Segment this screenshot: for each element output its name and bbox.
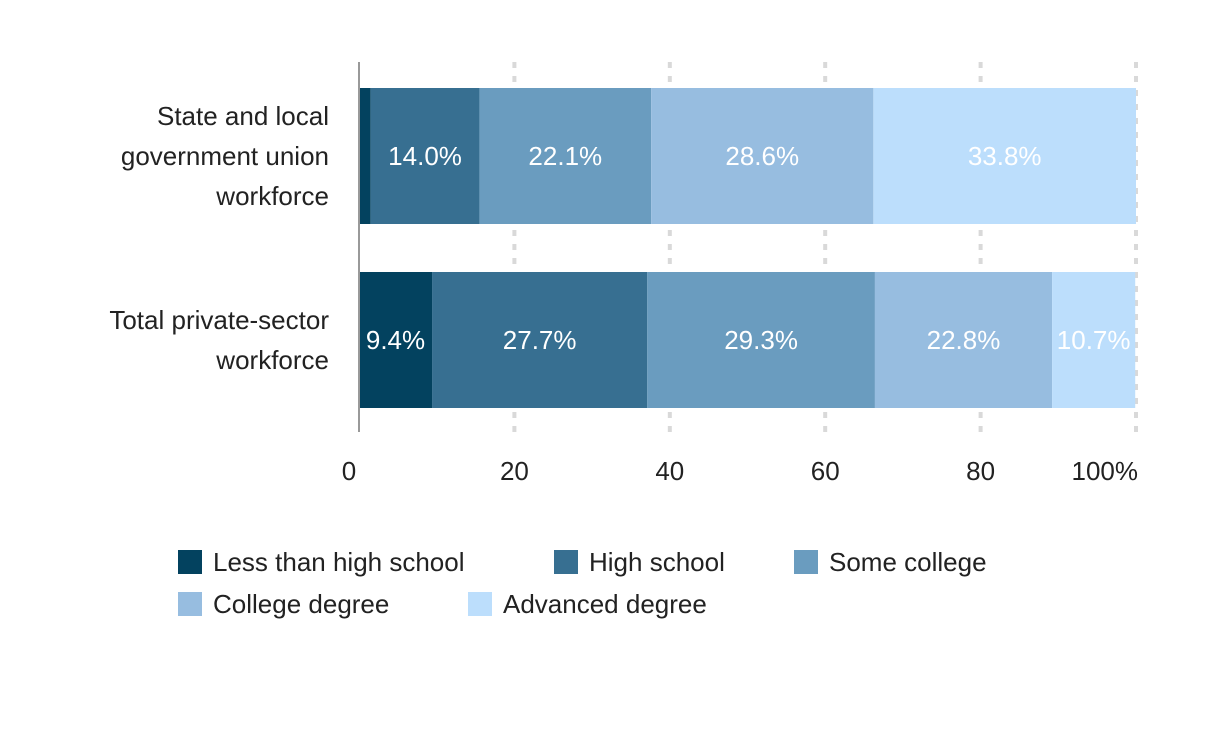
bar-segment (479, 88, 652, 224)
x-tick-label: 60 (811, 456, 840, 486)
legend-label: College degree (213, 589, 389, 619)
data-label: 22.1% (528, 141, 602, 171)
data-label: 28.6% (725, 141, 799, 171)
bar-segment (370, 88, 480, 224)
axes: 0 20 40 60 80 100% State and local government u… (109, 62, 1138, 486)
legend-swatch (178, 592, 202, 616)
data-label: 9.4% (366, 325, 425, 355)
x-tick-label: 80 (966, 456, 995, 486)
data-label: 33.8% (968, 141, 1042, 171)
legend-swatch (554, 550, 578, 574)
x-tick-label: 100% (1072, 456, 1139, 486)
bar-segment (359, 272, 433, 408)
x-tick-label: 0 (342, 456, 356, 486)
legend-label: Advanced degree (503, 589, 707, 619)
data-label: 10.7% (1057, 325, 1131, 355)
data-label: 22.8% (927, 325, 1001, 355)
legend: Less than high school High school Some col… (178, 547, 987, 619)
bar-segment (359, 88, 371, 224)
legend-label: Some college (829, 547, 987, 577)
bars: 14.0% 22.1% 28.6% 33.8% 9.4% 27.7% 29.3% 22.8% 1… (359, 88, 1136, 408)
data-label: 29.3% (724, 325, 798, 355)
legend-swatch (468, 592, 492, 616)
data-label: 14.0% (388, 141, 462, 171)
category-label: State and local government union workforce (121, 101, 329, 211)
legend-swatch (794, 550, 818, 574)
bar-segment (651, 88, 874, 224)
data-label: 27.7% (503, 325, 577, 355)
x-tick-label: 40 (655, 456, 684, 486)
bar-segment (647, 272, 875, 408)
legend-label: High school (589, 547, 725, 577)
bar-segment (432, 272, 648, 408)
category-label: Total private-sector workforce (109, 305, 329, 375)
x-tick-label: 20 (500, 456, 529, 486)
bar-segment (1052, 272, 1136, 408)
bar-segment (873, 88, 1136, 224)
legend-swatch (178, 550, 202, 574)
bar-segment (874, 272, 1053, 408)
legend-label: Less than high school (213, 547, 465, 577)
